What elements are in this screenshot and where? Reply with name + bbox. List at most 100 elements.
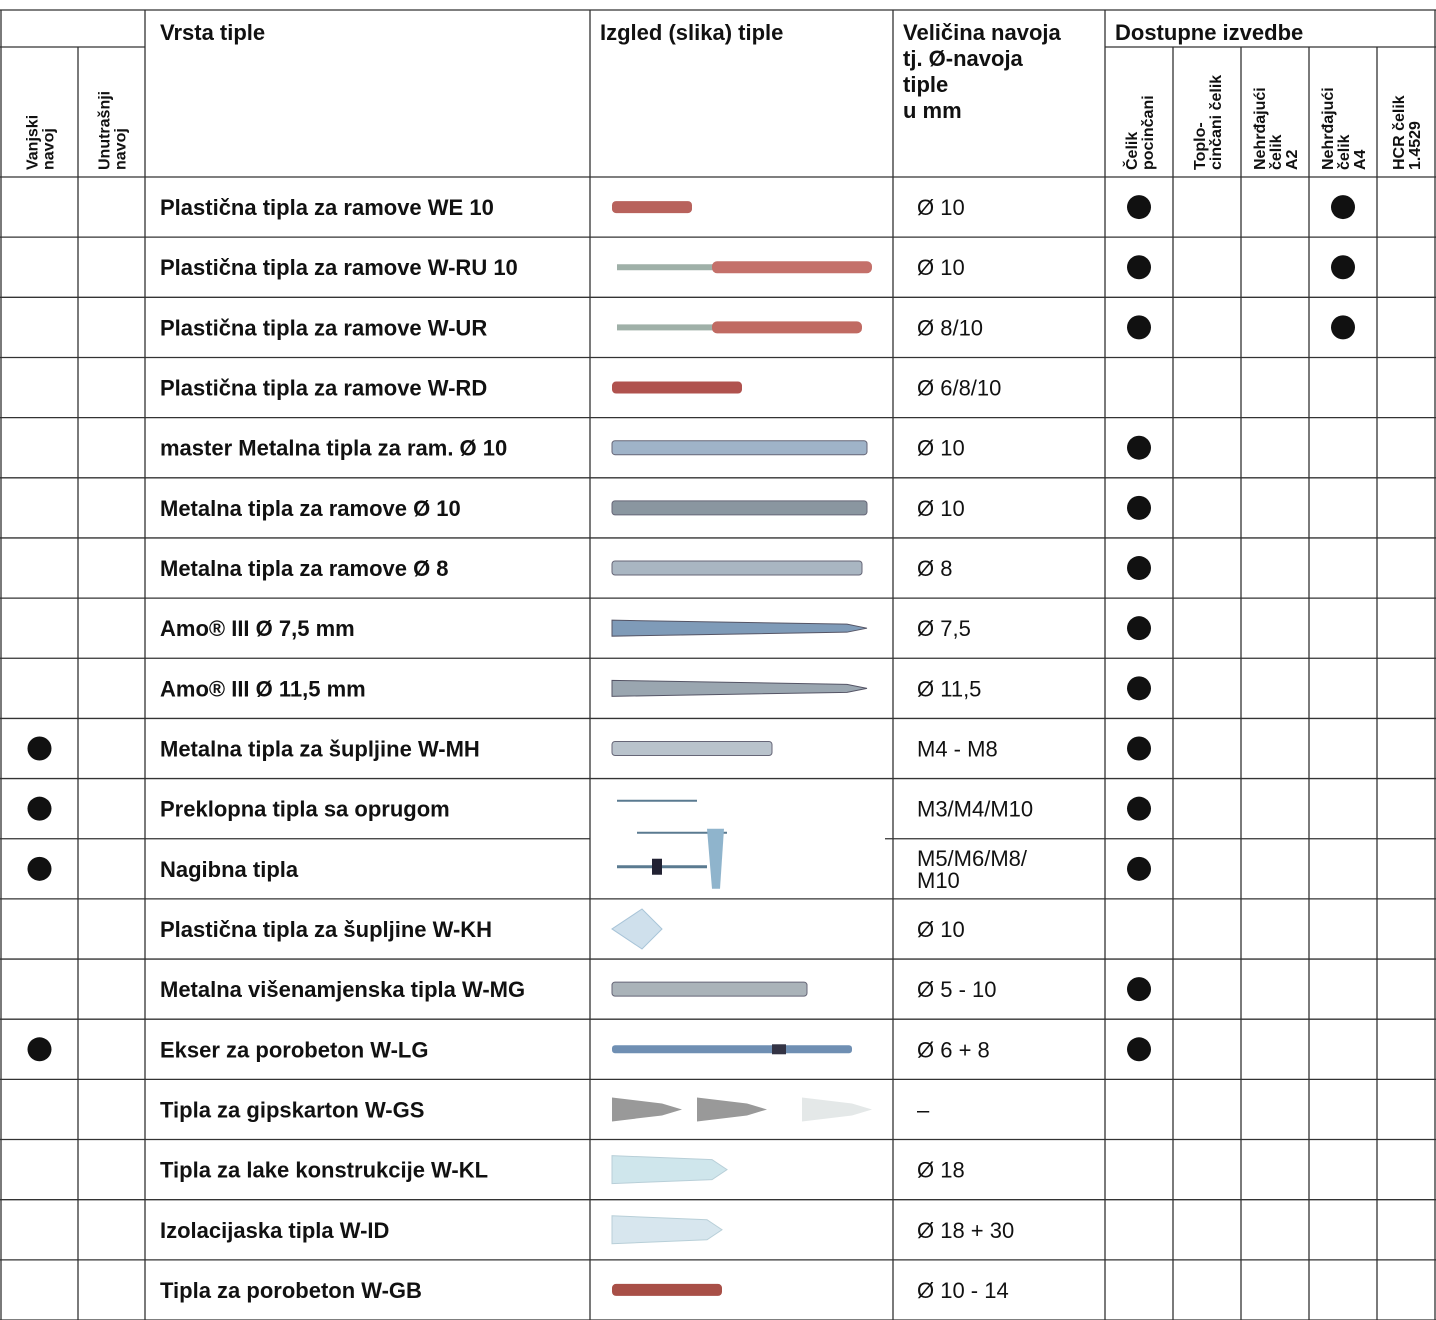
row-size: Ø 5 - 10: [917, 977, 996, 1002]
plug-image: [611, 500, 868, 516]
row-size: Ø 6/8/10: [917, 376, 1001, 401]
screw: [611, 619, 868, 637]
variant-dot: [1127, 736, 1151, 761]
row-size: –: [917, 1097, 930, 1122]
notch: [772, 1044, 786, 1055]
row-name: Metalna tipla za ramove Ø 8: [160, 556, 449, 581]
row-size: Ø 11,5: [917, 676, 981, 701]
header-thread: Unutrašnji: [97, 91, 114, 170]
plug-image: [611, 908, 663, 950]
row-name: Plastična tipla za ramove W-RU 10: [160, 255, 518, 280]
plug-image: [611, 741, 773, 756]
nail: [612, 1045, 852, 1054]
header-variant: 1.4529: [1407, 121, 1424, 170]
row-name: Nagibna tipla: [160, 857, 299, 882]
variant-dot: [1331, 255, 1355, 280]
header-variant: A2: [1284, 149, 1301, 170]
row-name: Amo® III Ø 7,5 mm: [160, 616, 355, 641]
header-thread: navoj: [113, 128, 130, 170]
row-name: master Metalna tipla za ram. Ø 10: [160, 436, 507, 461]
screw: [617, 324, 717, 331]
row-name: Plastična tipla za ramove W-UR: [160, 315, 487, 340]
plug-body: [612, 1283, 722, 1296]
plug-image: [612, 201, 692, 214]
row-name: Tipla za gipskarton W-GS: [160, 1097, 424, 1122]
plug-image: [611, 1155, 728, 1185]
header-size: Veličina navoja: [903, 20, 1062, 45]
row-size: Ø 10: [917, 496, 965, 521]
variant-dot: [1127, 556, 1151, 581]
row-size: Ø 8/10: [917, 315, 983, 340]
variant-dot: [1127, 796, 1151, 821]
row-size: Ø 6 + 8: [917, 1037, 990, 1062]
plug-image: [611, 440, 868, 456]
row-name: Preklopna tipla sa oprugom: [160, 797, 450, 822]
header-image: Izgled (slika) tiple: [600, 20, 783, 45]
sleeve: [611, 741, 773, 756]
spiral: [611, 1155, 728, 1185]
row-name: Izolacijaska tipla W-ID: [160, 1218, 389, 1243]
variant-dot: [1127, 676, 1151, 701]
plug-image: [617, 261, 872, 274]
header-size: tj. Ø-navoja: [903, 46, 1024, 71]
header-size: u mm: [903, 98, 962, 123]
variant-dot: [1331, 315, 1355, 340]
plug-image: [611, 981, 808, 997]
plug-image: [612, 1283, 722, 1296]
variant-dot: [1127, 856, 1151, 881]
screw: [617, 264, 717, 271]
header-variant: A4: [1352, 149, 1369, 170]
variant-dot: [1127, 315, 1151, 340]
header-thread: Vanjski: [25, 115, 42, 170]
gs-plug: [697, 1097, 767, 1122]
row-size: M10: [917, 868, 960, 893]
plug-body: [712, 261, 872, 274]
row-name: Metalna višenamjenska tipla W-MG: [160, 977, 525, 1002]
plug-image: [611, 560, 863, 576]
row-name: Amo® III Ø 11,5 mm: [160, 676, 366, 701]
plug-image: [612, 381, 742, 394]
row-name: Plastična tipla za ramove W-RD: [160, 376, 487, 401]
row-size: Ø 10 - 14: [917, 1278, 1009, 1303]
variant-dot: [1127, 255, 1151, 280]
plug-image: [617, 321, 862, 334]
row-name: Metalna tipla za šupljine W-MH: [160, 737, 480, 762]
header-variant: Nehrđajući: [1320, 87, 1337, 170]
wing: [611, 908, 663, 950]
header-variant: Nehrđajući: [1252, 87, 1269, 170]
plug-body: [712, 321, 862, 334]
row-name: Plastična tipla za šupljine W-KH: [160, 917, 492, 942]
row-size: M3/M4/M10: [917, 797, 1033, 822]
variant-dot: [1331, 195, 1355, 220]
row-size: Ø 18 + 30: [917, 1218, 1014, 1243]
header-variant: Toplo-: [1192, 122, 1209, 170]
thread-dot: [27, 736, 52, 761]
row-size: Ø 8: [917, 556, 952, 581]
header-variant: cinčani čelik: [1208, 75, 1225, 170]
toggle-wing: [707, 828, 724, 889]
plug-image: [611, 619, 868, 637]
row-size: Ø 10: [917, 255, 965, 280]
row-name: Metalna tipla za ramove Ø 10: [160, 496, 461, 521]
variant-dot: [1127, 435, 1151, 460]
variant-dot: [1127, 195, 1151, 220]
row-size: M4 - M8: [917, 737, 998, 762]
toggle-nut: [652, 858, 662, 875]
gs-plug: [802, 1097, 872, 1122]
header-variant: Čelik: [1122, 132, 1141, 170]
screw: [611, 679, 868, 697]
sleeve: [611, 560, 863, 576]
gs-plug: [612, 1097, 682, 1122]
header-variants: Dostupne izvedbe: [1115, 20, 1303, 45]
sleeve: [611, 500, 868, 516]
plug-image: [611, 1215, 723, 1245]
row-size: Ø 10: [917, 917, 965, 942]
thread-dot: [27, 1037, 52, 1062]
spiral: [611, 1215, 723, 1245]
variant-dot: [1127, 495, 1151, 520]
thread-dot: [27, 796, 52, 821]
plug-body: [612, 201, 692, 214]
header-size: tiple: [903, 72, 948, 97]
row-name: Ekser za porobeton W-LG: [160, 1037, 428, 1062]
